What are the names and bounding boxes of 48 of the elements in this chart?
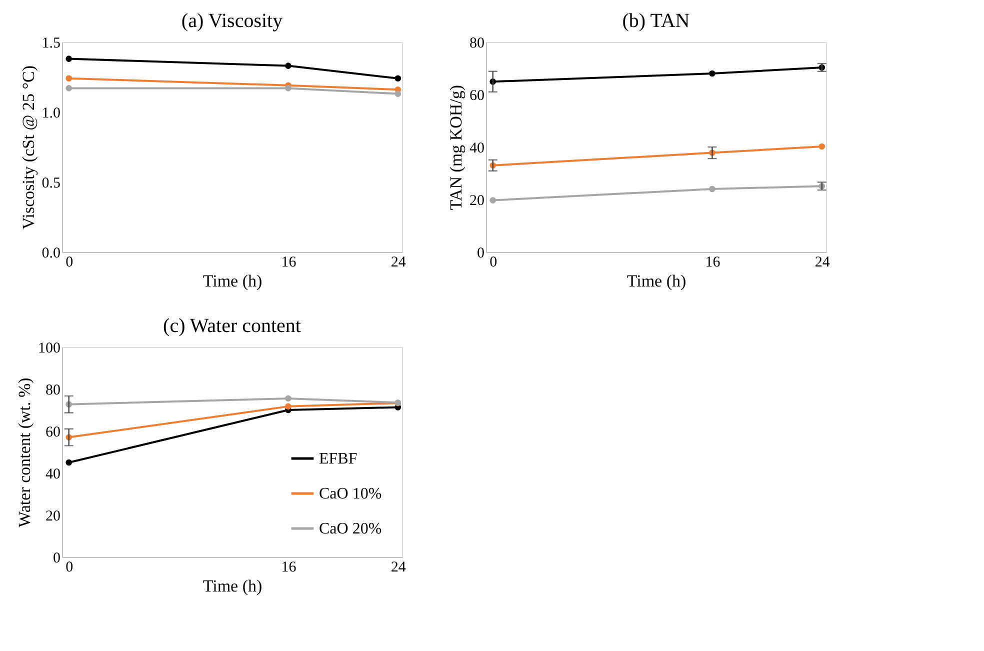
point bbox=[818, 143, 826, 150]
x-axis-title: Time (h) bbox=[202, 272, 262, 290]
x-axis-title: Time (h) bbox=[626, 272, 686, 290]
point bbox=[66, 85, 72, 92]
y-axis-title: Water content (wt. %) bbox=[15, 378, 34, 528]
x-tick-label: 16 bbox=[705, 254, 721, 270]
y-tick-label: 60 bbox=[46, 424, 60, 440]
point bbox=[709, 70, 716, 77]
legend-label: CaO 20% bbox=[319, 520, 382, 538]
x-tick-label: 24 bbox=[390, 254, 406, 270]
x-tick-label: 0 bbox=[66, 254, 74, 270]
point bbox=[285, 395, 292, 402]
chart-title: (a) Viscosity bbox=[181, 10, 283, 32]
point bbox=[490, 197, 496, 204]
y-tick-label: 60 bbox=[470, 88, 484, 104]
point bbox=[394, 75, 402, 82]
chart-title: (b) TAN bbox=[622, 10, 690, 32]
x-tick-label: 16 bbox=[281, 254, 297, 270]
point bbox=[66, 75, 72, 82]
y-axis-title: Viscosity (cSt @ 25 °C) bbox=[18, 65, 38, 230]
x-tick-label: 0 bbox=[66, 560, 74, 576]
point bbox=[285, 62, 292, 69]
y-tick-label: 80 bbox=[470, 36, 484, 52]
x-axis-title: Time (h) bbox=[202, 576, 262, 596]
legend-label: CaO 10% bbox=[319, 486, 382, 502]
x-tick-label: 24 bbox=[390, 560, 406, 576]
y-tick-label: 1.5 bbox=[42, 36, 60, 52]
x-tick-label: 0 bbox=[490, 254, 498, 270]
x-tick-label: 16 bbox=[281, 560, 297, 576]
y-axis-title: TAN (mg KOH/g) bbox=[446, 84, 466, 210]
y-tick-label: 20 bbox=[46, 508, 60, 524]
x-tick-label: 24 bbox=[814, 254, 830, 270]
y-tick-label: 40 bbox=[46, 466, 60, 482]
y-tick-label: 100 bbox=[38, 340, 60, 356]
y-tick-label: 20 bbox=[470, 193, 484, 209]
y-tick-label: 0.0 bbox=[42, 246, 60, 262]
point bbox=[66, 459, 72, 466]
y-tick-label: 80 bbox=[46, 382, 60, 398]
point bbox=[394, 90, 402, 97]
point bbox=[709, 186, 716, 192]
y-tick-label: 1.0 bbox=[42, 106, 60, 122]
point bbox=[285, 85, 292, 92]
chart-title: (c) Water content bbox=[163, 315, 302, 337]
legend-label: EFBF bbox=[319, 450, 358, 468]
y-tick-label: 40 bbox=[470, 140, 484, 156]
y-tick-label: 0.5 bbox=[42, 176, 60, 192]
point bbox=[285, 403, 292, 410]
point bbox=[66, 56, 72, 62]
